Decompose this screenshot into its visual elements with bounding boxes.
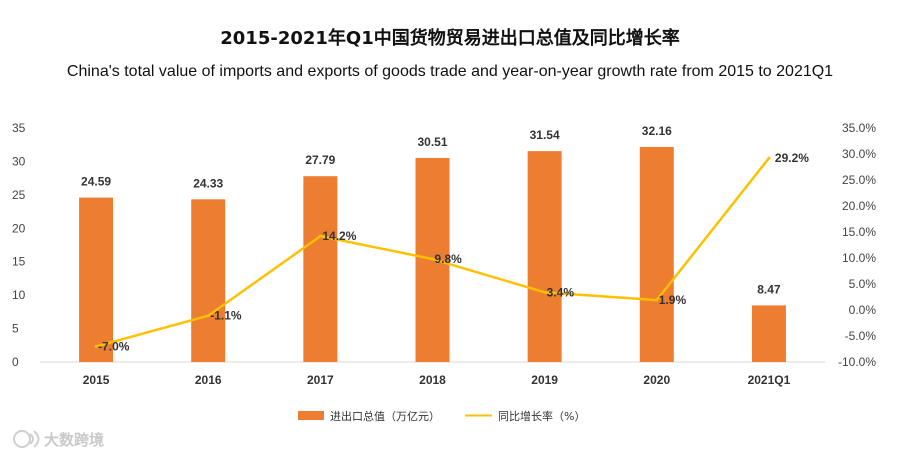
y-left-tick-label: 35 [12,121,26,135]
x-tick-label: 2017 [307,373,334,387]
x-tick-label: 2020 [643,373,670,387]
line-data-label: -1.1% [210,309,242,323]
watermark-text: 大数跨境 [44,431,104,449]
y-left-tick-label: 30 [12,154,26,168]
line-point [318,234,322,238]
x-tick-label: 2015 [83,373,110,387]
line-data-label: -7.0% [98,339,130,353]
line-data-label: 29.2% [775,151,809,165]
line-point [655,298,659,302]
legend: 进出口总值（万亿元） 同比增长率（%） [298,409,585,423]
bar-data-label: 8.47 [757,282,781,296]
x-tick-label: 2019 [531,373,558,387]
y-left-tick-label: 15 [12,255,26,269]
bar [527,151,562,362]
bar [79,197,114,362]
line-point [431,257,434,261]
y-left-tick-label: 5 [12,322,19,336]
y-right-tick-label: -5.0% [845,329,877,343]
y-right-tick-label: 20.0% [842,199,876,213]
y-right-tick-label: 5.0% [849,277,877,291]
bar-data-label: 31.54 [530,128,560,142]
y-right-tick-label: 0.0% [849,303,877,317]
watermark: 大数跨境 [13,430,104,449]
bar [751,305,786,362]
plot-area: 0 5 10 15 20 25 30 35 -10.0% -5.0% 0.0% 5.0% 10.0% 15… [12,121,876,387]
y-left-tick-label: 25 [12,188,26,202]
y-left-tick-label: 10 [12,288,26,302]
legend-bar-swatch [298,411,324,420]
x-tick-label: 2018 [419,373,446,387]
line-data-label: 3.4% [547,285,575,299]
bar-data-label: 24.59 [81,175,111,189]
line-data-label: 9.8% [435,252,463,266]
y-right-tick-label: 15.0% [842,225,876,239]
line-point [94,344,98,348]
line-point [206,314,210,318]
bar-data-label: 27.79 [305,153,335,167]
chart-subtitle: China's total value of imports and expor… [67,63,833,80]
y-right-tick-label: 35.0% [842,121,876,135]
y-right-tick-label: -10.0% [838,355,876,369]
line-data-label: 14.2% [322,229,356,243]
y-right-tick-label: 30.0% [842,147,876,161]
bar [639,146,674,362]
watermark-logo-icon [13,430,40,448]
x-tick-label: 2021Q1 [748,373,791,387]
line-point [543,290,547,294]
bar-data-label: 32.16 [642,124,672,138]
y-right-tick-label: 10.0% [842,251,876,265]
chart-title: 2015-2021年Q1中国货物贸易进出口总值及同比增长率 [220,27,680,49]
bar [191,199,226,362]
line-data-label: 1.9% [659,293,687,307]
y-left-tick-label: 20 [12,221,26,235]
line-point [767,156,771,160]
bar-data-label: 30.51 [417,135,447,149]
legend-bar-label: 进出口总值（万亿元） [330,409,440,423]
bar [303,176,338,362]
x-tick-label: 2016 [195,373,222,387]
bar-data-label: 24.33 [193,176,223,190]
legend-line-label: 同比增长率（%） [498,409,585,423]
y-right-tick-label: 25.0% [842,173,876,187]
y-left-tick-label: 0 [12,355,19,369]
